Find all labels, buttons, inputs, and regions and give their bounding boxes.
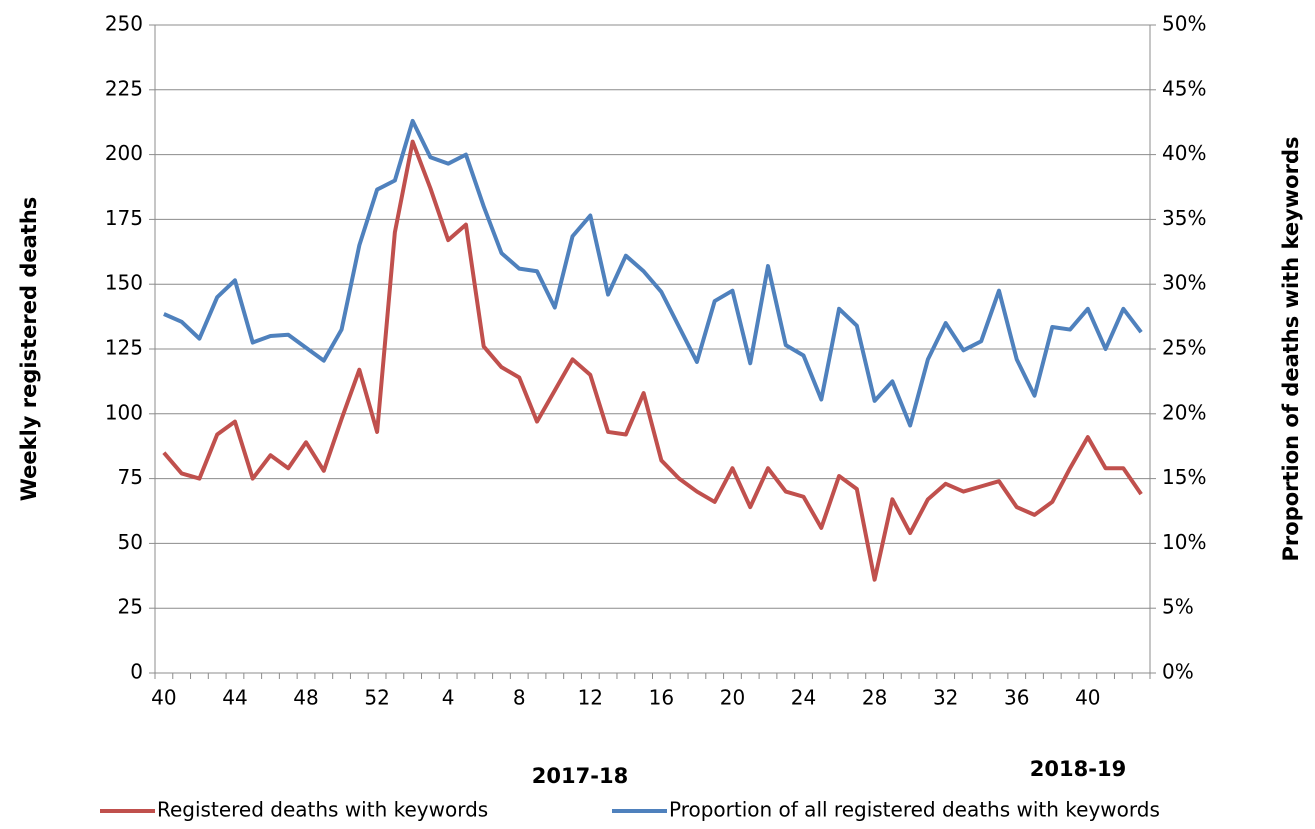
- y-tick-label: 200: [105, 141, 143, 165]
- y2-tick-label: 0%: [1162, 660, 1194, 684]
- y2-tick-label: 35%: [1162, 206, 1206, 230]
- y2-axis-title: Proportion of deaths with keywords: [1279, 137, 1303, 562]
- y-tick-label: 125: [105, 336, 143, 360]
- data-line: [162, 139, 1143, 582]
- y-tick-label: 225: [105, 76, 143, 100]
- x-tick-label: 12: [578, 686, 603, 710]
- y2-tick-label: 10%: [1162, 530, 1206, 554]
- data-line: [163, 118, 1143, 428]
- y-tick-label: 100: [105, 400, 143, 424]
- x-tick-label: 8: [513, 686, 526, 710]
- y2-tick-label: 20%: [1162, 400, 1206, 424]
- period-label: 2017-18: [532, 764, 628, 788]
- x-tick-label: 48: [293, 686, 318, 710]
- y-tick-label: 0: [130, 660, 143, 684]
- x-tick-label: 40: [151, 686, 176, 710]
- y2-tick-label: 40%: [1162, 141, 1206, 165]
- y2-tick-label: 30%: [1162, 271, 1206, 295]
- x-tick-label: 36: [1004, 686, 1029, 710]
- y2-tick-label: 5%: [1162, 595, 1194, 619]
- x-tick-label: 16: [649, 686, 674, 710]
- x-tick-label: 4: [442, 686, 455, 710]
- legend-label: Registered deaths with keywords: [157, 798, 488, 822]
- y-axis-title: Weekly registered deaths: [17, 197, 41, 502]
- x-tick-label: 20: [720, 686, 745, 710]
- y-tick-label: 150: [105, 271, 143, 295]
- y2-tick-label: 15%: [1162, 465, 1206, 489]
- x-tick-label: 52: [364, 686, 389, 710]
- y-tick-label: 50: [118, 530, 143, 554]
- period-label: 2018-19: [1030, 757, 1126, 781]
- y-tick-label: 75: [118, 465, 143, 489]
- x-tick-label: 40: [1075, 686, 1100, 710]
- y2-tick-label: 45%: [1162, 76, 1206, 100]
- x-tick-label: 44: [222, 686, 247, 710]
- y2-tick-label: 50%: [1162, 12, 1206, 36]
- y-tick-label: 25: [118, 595, 143, 619]
- x-tick-label: 32: [933, 686, 958, 710]
- legend-label: Proportion of all registered deaths with…: [669, 798, 1160, 822]
- y2-tick-label: 25%: [1162, 336, 1206, 360]
- y-tick-label: 250: [105, 12, 143, 36]
- x-tick-label: 28: [862, 686, 887, 710]
- x-tick-label: 24: [791, 686, 816, 710]
- y-tick-label: 175: [105, 206, 143, 230]
